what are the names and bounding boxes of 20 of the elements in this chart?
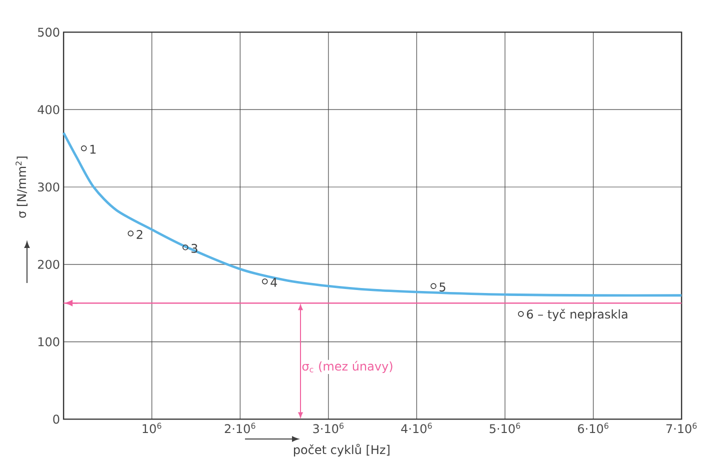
y-tick-label: 300 bbox=[38, 182, 60, 192]
x-tick-label: 5·10$^{6}$ bbox=[490, 422, 520, 434]
y-tick-label: 500 bbox=[38, 28, 60, 37]
y-tick-label: 200 bbox=[38, 260, 60, 269]
y-tick-label: 100 bbox=[38, 337, 60, 346]
x-tick-label: 7·10$^{6}$ bbox=[666, 422, 697, 434]
annotation: 2 bbox=[136, 230, 142, 239]
y-tick-label: 0 bbox=[53, 414, 60, 424]
x-tick-label: 2·10$^{6}$ bbox=[224, 422, 256, 434]
x-tick-label: 4·10$^{6}$ bbox=[401, 422, 432, 434]
annotation: 5 bbox=[440, 282, 446, 292]
ref-line-label: σ$_{c}$ (mez únavy) bbox=[302, 360, 392, 374]
annotation: 4 bbox=[270, 278, 278, 287]
x-tick-label: 3·10$^{6}$ bbox=[313, 422, 344, 434]
x-axis-title: počet cyklů [Hz] bbox=[294, 444, 390, 457]
y-tick-label: 400 bbox=[38, 105, 60, 114]
y-axis-title: σ [N/mm$^{2}$] bbox=[16, 156, 28, 218]
x-tick-label: 6·10$^{6}$ bbox=[578, 422, 608, 434]
annotation: 1 bbox=[90, 144, 96, 154]
x-tick-label: 10$^{6}$ bbox=[142, 422, 162, 434]
